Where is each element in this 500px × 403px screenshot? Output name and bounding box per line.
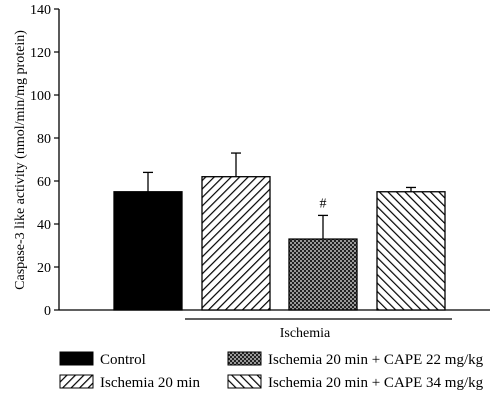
legend-swatch <box>59 351 94 366</box>
y-tick-label: 140 <box>30 3 51 18</box>
legend-label: Ischemia 20 min <box>100 375 200 391</box>
y-tick-label: 100 <box>30 89 51 104</box>
legend-label: Control <box>100 352 146 368</box>
y-axis-label: Caspase-3 like activity (nmol/min/mg pro… <box>13 30 28 290</box>
bar <box>113 191 183 311</box>
legend-label: Ischemia 20 min + CAPE 22 mg/kg <box>268 352 484 368</box>
y-tick-label: 80 <box>37 132 51 147</box>
y-tick-label: 40 <box>37 218 51 233</box>
legend: Control Ischemia 20 min Ischemia 20 min + … <box>59 351 484 391</box>
y-tick-label: 0 <box>44 304 51 319</box>
bar <box>288 238 358 311</box>
legend-swatch <box>227 374 262 389</box>
legend-label: Ischemia 20 min + CAPE 34 mg/kg <box>268 375 484 391</box>
legend-swatch <box>227 351 262 366</box>
bar <box>201 176 271 311</box>
y-tick-label: 60 <box>37 175 51 190</box>
y-tick-label: 120 <box>30 46 51 61</box>
y-tick-label: 20 <box>37 261 51 276</box>
significance-marker: # <box>320 196 327 211</box>
ischemia-bracket-label: Ischemia <box>280 326 331 341</box>
bar <box>376 191 446 311</box>
legend-swatch <box>59 374 94 389</box>
